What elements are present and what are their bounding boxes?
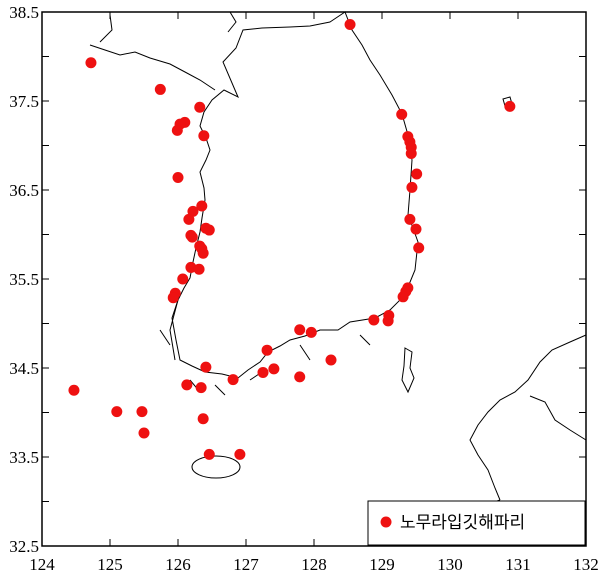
sighting-point bbox=[404, 213, 416, 225]
sighting-point bbox=[227, 374, 239, 386]
sighting-point bbox=[200, 361, 212, 373]
plot-frame bbox=[41, 11, 587, 547]
sighting-point bbox=[183, 213, 195, 225]
x-tick-label: 125 bbox=[97, 555, 123, 574]
sighting-point bbox=[410, 223, 422, 235]
sighting-point bbox=[396, 108, 408, 120]
y-tick-label: 34.5 bbox=[9, 359, 39, 378]
sighting-point bbox=[111, 406, 123, 418]
sighting-point bbox=[405, 148, 417, 160]
sighting-point bbox=[195, 382, 207, 394]
sighting-point bbox=[181, 379, 193, 391]
sighting-point bbox=[194, 101, 206, 113]
x-tick-label: 131 bbox=[505, 555, 531, 574]
axis-ticks: 124 125 126 127 128 129 130 131 132 32.5 33.5 34.5 3… bbox=[9, 3, 599, 574]
sighting-points bbox=[68, 18, 516, 460]
japan-coastline bbox=[419, 334, 587, 513]
sighting-point bbox=[171, 124, 183, 136]
sighting-point bbox=[68, 384, 80, 396]
sighting-point bbox=[294, 371, 306, 383]
y-tick-label: 38.5 bbox=[9, 3, 39, 22]
sighting-point bbox=[268, 363, 280, 375]
sighting-point bbox=[196, 200, 208, 212]
korea-peninsula-coastline bbox=[171, 11, 419, 379]
y-tick-label: 35.5 bbox=[9, 270, 39, 289]
sighting-point bbox=[406, 181, 418, 193]
sighting-point bbox=[411, 168, 423, 180]
sighting-point bbox=[413, 242, 425, 254]
sighting-point bbox=[186, 231, 198, 243]
sighting-point bbox=[136, 406, 148, 418]
y-tick-label: 32.5 bbox=[9, 537, 39, 556]
x-tick-label: 129 bbox=[369, 555, 395, 574]
y-tick-label: 37.5 bbox=[9, 92, 39, 111]
sighting-point bbox=[203, 224, 215, 236]
sighting-point bbox=[167, 292, 179, 304]
sighting-point bbox=[85, 57, 97, 69]
sighting-point bbox=[234, 448, 246, 460]
sighting-point bbox=[368, 314, 380, 326]
sighting-point bbox=[198, 130, 210, 142]
jeju-island bbox=[191, 455, 241, 479]
sighting-point bbox=[154, 83, 166, 95]
sighting-point bbox=[138, 427, 150, 439]
sighting-point bbox=[172, 172, 184, 184]
sighting-point bbox=[177, 273, 189, 285]
x-tick-label: 127 bbox=[233, 555, 259, 574]
sighting-point bbox=[305, 326, 317, 338]
sighting-point bbox=[197, 247, 209, 259]
sighting-point bbox=[193, 263, 205, 275]
west-islands bbox=[159, 299, 371, 396]
sighting-point bbox=[294, 324, 306, 336]
sighting-point bbox=[382, 315, 394, 327]
sighting-point bbox=[504, 100, 516, 112]
north-coastline bbox=[89, 11, 237, 91]
tsushima-island bbox=[401, 347, 415, 394]
x-tick-label: 128 bbox=[301, 555, 327, 574]
legend-box bbox=[367, 500, 586, 546]
sighting-point bbox=[344, 18, 356, 30]
sighting-point bbox=[257, 366, 269, 378]
sighting-point bbox=[197, 413, 209, 425]
legend: 노무라입깃해파리 bbox=[367, 500, 586, 546]
sighting-point bbox=[325, 354, 337, 366]
x-tick-label: 124 bbox=[29, 555, 55, 574]
y-tick-label: 36.5 bbox=[9, 181, 39, 200]
x-tick-label: 126 bbox=[165, 555, 191, 574]
sighting-point bbox=[203, 448, 215, 460]
sighting-point bbox=[397, 291, 409, 303]
y-tick-label: 33.5 bbox=[9, 448, 39, 467]
sighting-point bbox=[261, 344, 273, 356]
x-tick-label: 132 bbox=[573, 555, 599, 574]
x-tick-label: 130 bbox=[437, 555, 463, 574]
legend-marker bbox=[380, 516, 392, 528]
legend-label: 노무라입깃해파리 bbox=[400, 513, 525, 533]
